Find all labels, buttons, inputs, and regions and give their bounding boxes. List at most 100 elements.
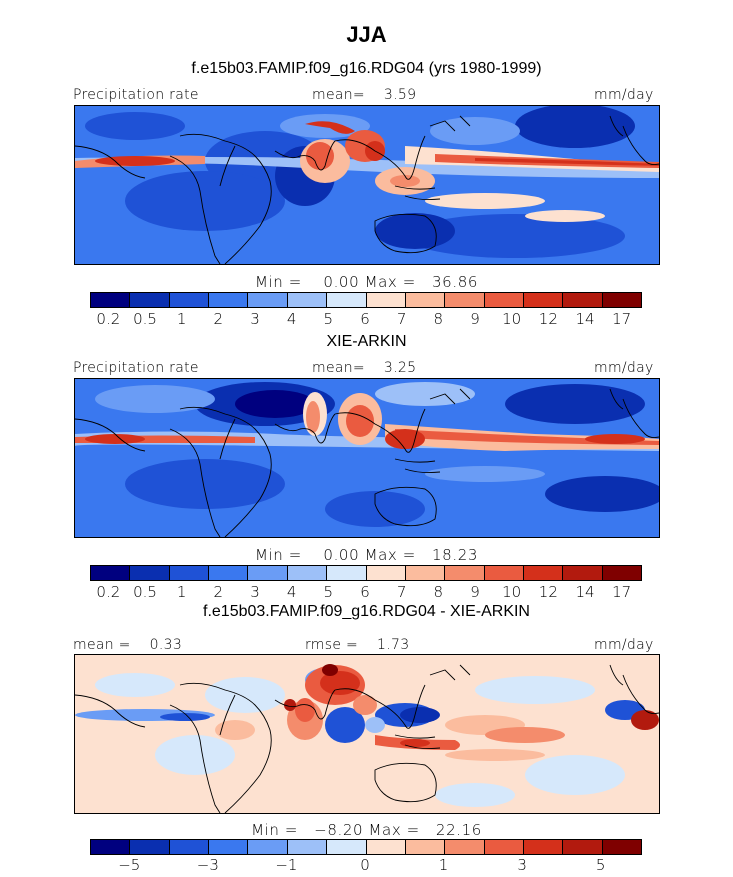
colorbar-cell	[248, 293, 288, 307]
colorbar-tick-label: 5	[323, 310, 334, 328]
colorbar-cell	[523, 566, 564, 580]
panel2-colorbar-ticks: 0.2 0.5 1 2 3 4 5 6 7 8 9 10 12 14 17	[90, 583, 640, 601]
colorbar-tick-label: 6	[360, 583, 370, 601]
panel2-variable-label: Precipitation rate	[73, 360, 199, 376]
colorbar-tick-label: 2	[213, 583, 224, 601]
colorbar-tick-label: 1	[176, 310, 187, 328]
colorbar-tick-label: 1	[438, 856, 449, 874]
colorbar-cell	[405, 293, 446, 307]
panel1-map	[74, 105, 660, 265]
colorbar-tick-label: 4	[286, 583, 297, 601]
panel2-minmax: Min = 0.00 Max = 18.23	[255, 546, 478, 564]
colorbar-tick-label: −1	[275, 856, 298, 874]
colorbar-tick-label: 8	[433, 310, 444, 328]
colorbar-cell	[169, 840, 210, 854]
colorbar-tick-label: 7	[396, 583, 407, 601]
colorbar-tick-label: 17	[612, 310, 632, 328]
colorbar-tick-label: 7	[396, 310, 407, 328]
colorbar-cell	[130, 840, 170, 854]
panel3-rmse-label: rmse = 1.73	[305, 637, 410, 653]
colorbar-tick-label: 3	[250, 583, 260, 601]
panel2-map	[74, 378, 660, 538]
colorbar-cell	[445, 293, 485, 307]
panel3-mean-label: mean = 0.33	[73, 637, 183, 653]
panel1-title: f.e15b03.FAMIP.f09_g16.RDG04 (yrs 1980-1…	[191, 60, 542, 77]
colorbar-tick-label: −5	[118, 856, 141, 874]
panel1-colorbar	[90, 292, 642, 308]
panel1-variable-label: Precipitation rate	[73, 87, 199, 103]
colorbar-cell	[366, 293, 406, 307]
colorbar-cell	[169, 293, 210, 307]
colorbar-tick-label: 14	[575, 310, 595, 328]
panel2-units-label: mm/day	[594, 360, 654, 376]
colorbar-tick-label: 14	[575, 583, 595, 601]
colorbar-cell	[602, 840, 642, 854]
colorbar-cell	[445, 840, 485, 854]
colorbar-cell	[327, 566, 367, 580]
panel3-title: f.e15b03.FAMIP.f09_g16.RDG04 - XIE-ARKIN	[203, 603, 530, 620]
colorbar-tick-label: 4	[286, 310, 297, 328]
colorbar-tick-label: 0	[360, 856, 370, 874]
colorbar-tick-label: 8	[433, 583, 444, 601]
colorbar-tick-label: −3	[196, 856, 219, 874]
colorbar-cell	[91, 293, 131, 307]
colorbar-cell	[405, 840, 446, 854]
colorbar-cell	[248, 566, 288, 580]
colorbar-tick-label: 0.2	[96, 310, 121, 328]
panel3-minmax: Min = −8.20 Max = 22.16	[251, 821, 482, 839]
colorbar-cell	[287, 840, 328, 854]
colorbar-tick-label: 9	[470, 310, 480, 328]
colorbar-cell	[484, 566, 524, 580]
panel1-colorbar-ticks: 0.2 0.5 1 2 3 4 5 6 7 8 9 10 12 14 17	[90, 310, 640, 328]
colorbar-tick-label: 5	[595, 856, 606, 874]
panel3-map	[74, 654, 660, 814]
colorbar-cell	[91, 840, 131, 854]
colorbar-tick-label: 12	[538, 583, 558, 601]
panel3-colorbar-ticks: −5 −3 −1 0 1 3 5	[90, 856, 640, 874]
colorbar-cell	[91, 566, 131, 580]
colorbar-cell	[130, 566, 170, 580]
colorbar-tick-label: 10	[502, 310, 522, 328]
colorbar-cell	[484, 293, 524, 307]
colorbar-cell	[287, 566, 328, 580]
colorbar-cell	[327, 293, 367, 307]
colorbar-tick-label: 9	[470, 583, 480, 601]
colorbar-cell	[563, 840, 603, 854]
colorbar-cell	[366, 566, 406, 580]
colorbar-cell	[366, 840, 406, 854]
panel1-mean-label: mean= 3.59	[312, 87, 417, 103]
colorbar-cell	[209, 566, 249, 580]
colorbar-cell	[405, 566, 446, 580]
colorbar-cell	[523, 293, 564, 307]
colorbar-tick-label: 5	[323, 583, 334, 601]
colorbar-tick-label: 1	[176, 583, 187, 601]
colorbar-cell	[484, 840, 524, 854]
colorbar-cell	[563, 293, 603, 307]
colorbar-cell	[130, 293, 170, 307]
colorbar-cell	[169, 566, 210, 580]
panel1-units-label: mm/day	[594, 87, 654, 103]
colorbar-cell	[327, 840, 367, 854]
colorbar-tick-label: 12	[538, 310, 558, 328]
panel2-title: XIE-ARKIN	[326, 333, 407, 350]
colorbar-cell	[248, 840, 288, 854]
panel2-mean-label: mean= 3.25	[312, 360, 417, 376]
colorbar-cell	[602, 293, 642, 307]
colorbar-cell	[563, 566, 603, 580]
colorbar-tick-label: 6	[360, 310, 370, 328]
panel1-minmax: Min = 0.00 Max = 36.86	[255, 273, 478, 291]
colorbar-cell	[209, 293, 249, 307]
colorbar-cell	[602, 566, 642, 580]
colorbar-cell	[287, 293, 328, 307]
figure-title: JJA	[346, 22, 387, 47]
colorbar-tick-label: 0.5	[133, 583, 157, 601]
colorbar-tick-label: 3	[517, 856, 527, 874]
colorbar-tick-label: 0.2	[96, 583, 121, 601]
colorbar-cell	[209, 840, 249, 854]
panel3-colorbar	[90, 839, 642, 855]
colorbar-tick-label: 10	[502, 583, 522, 601]
colorbar-tick-label: 17	[612, 583, 632, 601]
colorbar-cell	[523, 840, 564, 854]
colorbar-tick-label: 0.5	[133, 310, 157, 328]
panel3-units-label: mm/day	[594, 637, 654, 653]
